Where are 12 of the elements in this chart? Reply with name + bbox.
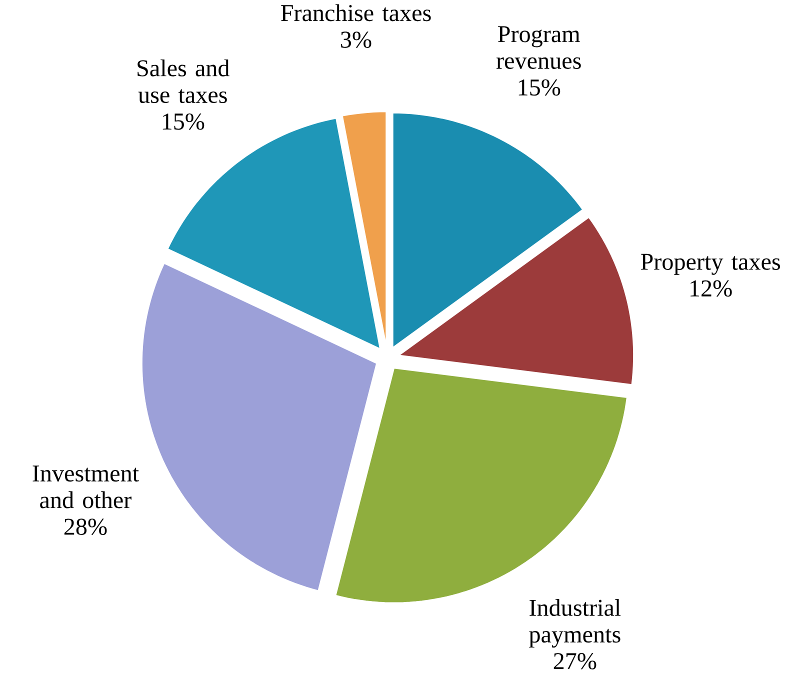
data-label: 27%	[554, 653, 596, 670]
data-label: 28%	[64, 518, 107, 536]
slice-label: Sales and use taxes	[138, 60, 230, 104]
data-label: 3%	[341, 32, 372, 48]
slice-label: Franchise taxes	[281, 4, 431, 22]
data-label: 12%	[690, 280, 732, 297]
data-label: 15%	[162, 114, 204, 130]
data-label: 15%	[518, 80, 560, 96]
slice-label: Industrial payments	[529, 599, 621, 648]
slice-label: Property taxes	[640, 254, 780, 276]
slice-label: Investment and other	[32, 466, 139, 508]
slice-label: Program revenues	[496, 26, 581, 70]
